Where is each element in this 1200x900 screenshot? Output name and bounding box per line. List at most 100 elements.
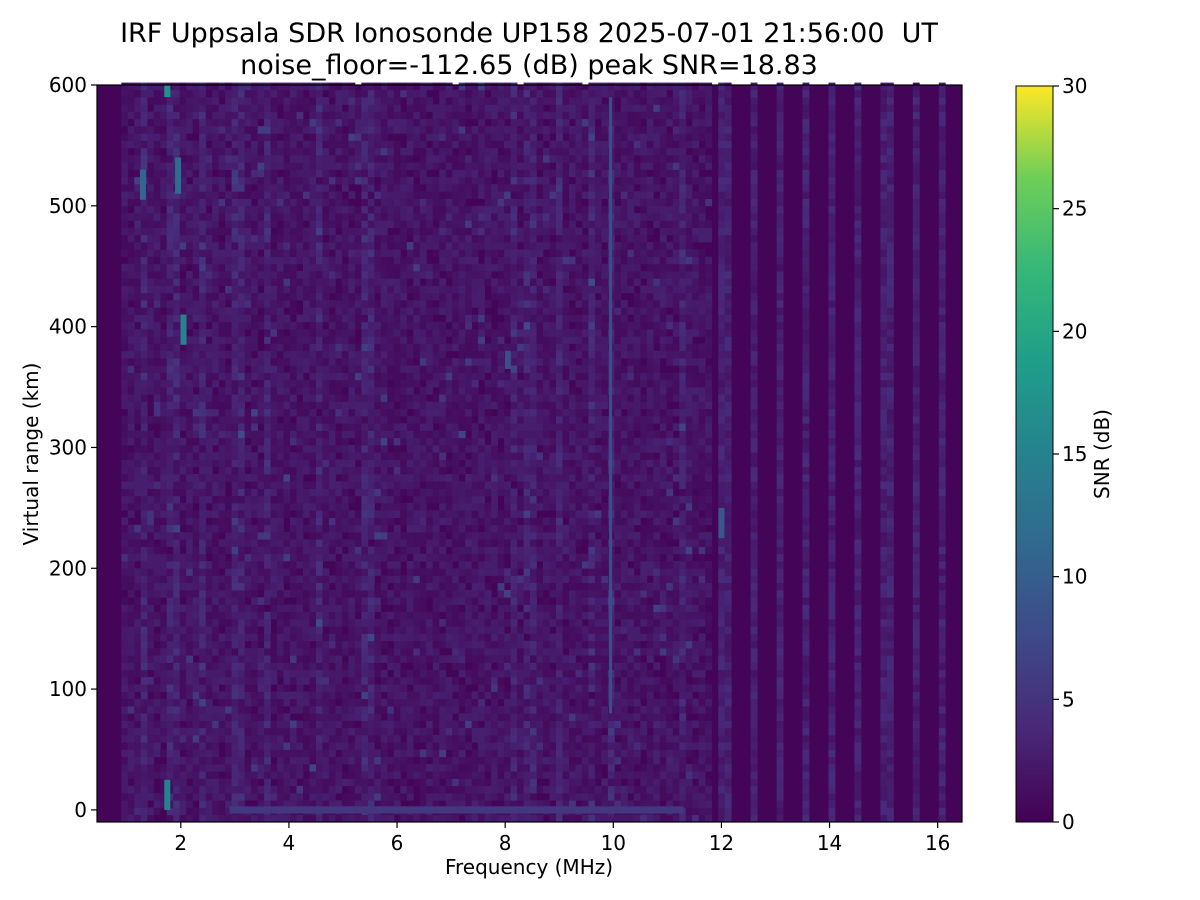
heatmap-cell [238,445,245,453]
heatmap-cell [244,118,252,127]
heatmap-cell [153,764,161,772]
heatmap-cell [303,379,310,388]
heatmap-cell [393,82,401,91]
heatmap-cell [140,720,148,729]
heatmap-cell [348,568,356,576]
heatmap-cell [400,82,408,91]
heatmap-cell [367,271,375,279]
heatmap-cell [231,336,239,344]
heatmap-cell [257,256,265,265]
heatmap-cell [393,735,401,743]
heatmap-cell [225,365,232,373]
heatmap-cell [393,553,401,562]
heatmap-cell [173,553,181,562]
heatmap-cell [166,394,174,402]
heatmap-cell [413,307,421,315]
heatmap-cell [361,300,369,308]
heatmap-cell [348,97,356,105]
heatmap-cell [127,387,135,395]
heatmap-cell [257,140,265,149]
heatmap-cell [199,640,207,649]
heatmap-cell [387,162,395,170]
heatmap-cell [121,104,129,112]
heatmap-cell [186,749,194,758]
heatmap-cell [296,619,304,627]
heatmap-cell [199,227,207,236]
heatmap-cell [439,111,447,120]
heatmap-cell [309,271,317,279]
heatmap-cell [322,517,330,526]
heatmap-cell [380,285,388,294]
heatmap-cell [439,749,447,758]
heatmap-cell [277,452,284,460]
heatmap-cell [322,648,330,656]
heatmap-cell [277,727,284,736]
heatmap-cell [140,408,148,417]
heatmap-cell [367,568,375,576]
heatmap-cell [322,524,330,533]
heatmap-cell [257,97,265,105]
heatmap-cell [231,742,239,750]
heatmap-cell [406,104,414,112]
heatmap-cell [186,619,194,627]
heatmap-cell [348,416,356,424]
heatmap-cell [153,89,161,98]
heatmap-cell [341,452,349,460]
heatmap-cell [374,510,382,518]
heatmap-cell [439,575,447,584]
heatmap-cell [225,459,232,468]
heatmap-cell [458,756,466,765]
heatmap-cell [335,372,343,381]
heatmap-cell [335,706,343,714]
heatmap-cell [218,213,226,221]
heatmap-cell [367,292,375,301]
heatmap-cell [134,445,142,453]
heatmap-cell [225,89,232,98]
heatmap-cell [186,147,194,156]
heatmap-cell [426,205,434,214]
heatmap-cell [270,611,278,620]
heatmap-cell [251,126,258,134]
heatmap-cell [406,669,414,678]
heatmap-cell [400,481,408,489]
heatmap-cell [348,169,356,178]
heatmap-cell [309,764,317,772]
heatmap-cell [367,604,375,613]
heatmap-cell [264,568,271,576]
heatmap-cell [426,466,434,475]
heatmap-cell [393,582,401,591]
heatmap-cell [458,742,466,750]
heatmap-cell [264,720,271,729]
heatmap-cell [439,698,447,707]
heatmap-cell [147,416,155,424]
heatmap-cell [374,198,382,207]
heatmap-cell [283,698,291,707]
heatmap-cell [127,735,135,743]
heatmap-cell [387,793,395,801]
heatmap-cell [341,474,349,482]
heatmap-cell [153,191,161,199]
heatmap-cell [296,532,304,540]
heatmap-cell [127,807,135,816]
heatmap-cell [316,756,323,765]
heatmap-cell [303,234,310,243]
heatmap-cell [251,234,258,243]
heatmap-cell [303,568,310,576]
heatmap-cell [153,227,161,236]
heatmap-cell [212,329,220,337]
heatmap-cell [322,394,330,402]
heatmap-cell [264,793,271,801]
heatmap-cell [231,691,239,700]
heatmap-cell [296,626,304,634]
heatmap-cell [445,640,453,649]
heatmap-cell [367,503,375,511]
heatmap-cell [270,633,278,642]
heatmap-cell [147,604,155,613]
heatmap-cell [290,133,297,141]
heatmap-cell [186,416,194,424]
heatmap-cell [361,242,369,250]
heatmap-cell [309,220,317,228]
heatmap-cell [413,575,421,584]
heatmap-cell [257,416,265,424]
heatmap-cell [173,684,181,692]
